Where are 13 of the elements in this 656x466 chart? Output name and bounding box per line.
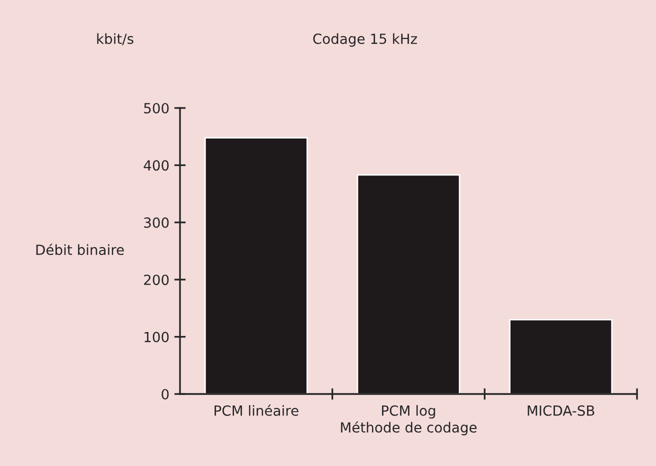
x-tick-label: PCM log xyxy=(382,405,436,419)
x-tick-label: PCM linéaire xyxy=(214,404,298,416)
y-tick-label: 300 xyxy=(144,217,169,228)
y-tick-label: 200 xyxy=(144,274,169,286)
y-tick-label: 400 xyxy=(144,160,169,171)
y-tick-label: 500 xyxy=(144,102,169,114)
chart-title: Codage 15 kHz xyxy=(313,33,417,47)
y-axis-title: Débit binaire xyxy=(36,244,124,256)
x-tick-label: MICDA-SB xyxy=(528,405,594,416)
x-axis-title: Méthode de codage xyxy=(341,421,477,436)
text: kbit/s xyxy=(97,33,134,46)
y-tick-label: 100 xyxy=(144,332,169,342)
y-tick-label: 0 xyxy=(162,388,169,400)
